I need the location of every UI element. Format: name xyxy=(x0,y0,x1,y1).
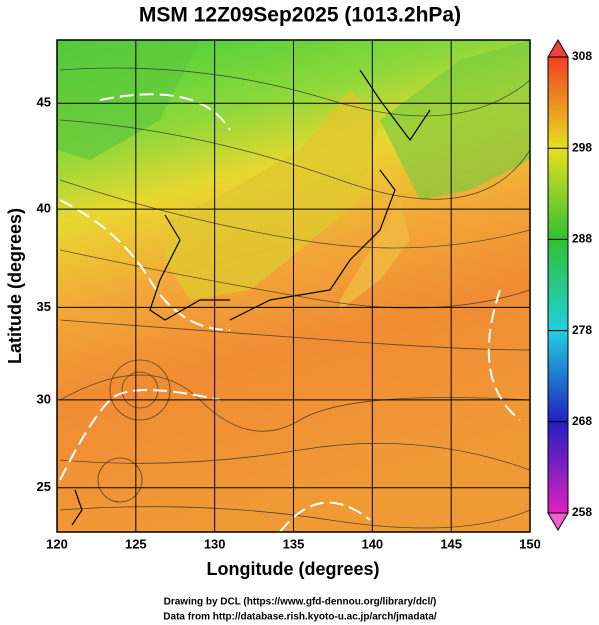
y-tick-label: 35 xyxy=(37,299,51,314)
colorbar-tick-label: 258 xyxy=(572,505,592,519)
x-tick-label: 150 xyxy=(519,536,541,551)
x-axis-label: Longitude (degrees) xyxy=(206,559,379,579)
colorbar-tick-label: 308 xyxy=(572,49,592,63)
credit: Data from http://database.rish.kyoto-u.a… xyxy=(163,612,437,623)
colorbar-max-arrow xyxy=(547,39,569,58)
x-tick-label: 135 xyxy=(283,536,305,551)
x-tick-label: 145 xyxy=(440,536,462,551)
title: MSM 12Z09Sep2025 (1013.2hPa) xyxy=(139,4,461,27)
x-tick-label: 125 xyxy=(125,536,147,551)
y-tick-label: 45 xyxy=(37,95,51,110)
credit: Drawing by DCL (https://www.gfd-dennou.o… xyxy=(164,597,437,608)
colorbar xyxy=(547,56,569,514)
y-tick-label: 40 xyxy=(37,201,51,216)
x-tick-label: 120 xyxy=(46,536,68,551)
colorbar-tick-label: 298 xyxy=(572,140,592,154)
colorbar-tick-label: 268 xyxy=(572,414,592,428)
y-tick-label: 25 xyxy=(37,479,51,494)
colorbar-min-arrow xyxy=(547,512,569,531)
x-tick-label: 130 xyxy=(204,536,226,551)
y-tick-label: 30 xyxy=(37,391,51,406)
colorbar-tick-label: 288 xyxy=(572,232,592,246)
x-tick-label: 140 xyxy=(361,536,383,551)
colorbar-tick-label: 278 xyxy=(572,323,592,337)
y-axis-label: Latitude (degrees) xyxy=(5,208,25,364)
